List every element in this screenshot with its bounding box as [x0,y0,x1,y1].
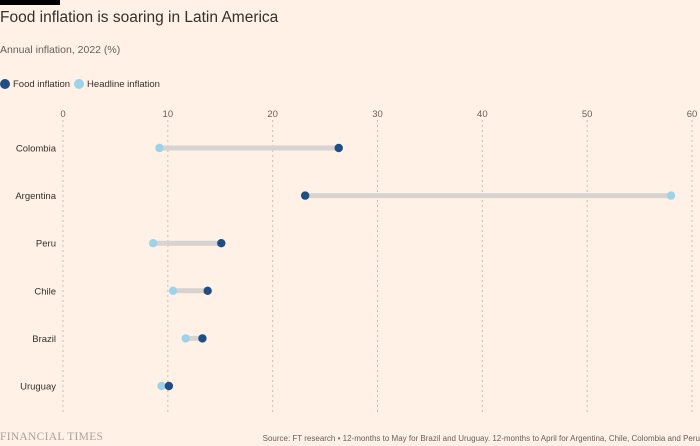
legend-item-food: Food inflation [0,79,70,90]
food-dot-argentina [300,191,310,200]
headline-dot-brazil [181,334,190,343]
food-dot-brazil [198,334,207,343]
legend-swatch-food [0,79,10,89]
x-tick-label-20: 20 [267,109,278,120]
category-label-chile: Chile [34,286,56,297]
legend-item-headline: Headline inflation [74,79,160,90]
legend: Food inflation Headline inflation [0,77,164,91]
food-dot-uruguay [164,381,174,391]
headline-dot-colombia [155,143,164,153]
top-accent-bar [0,0,60,5]
x-tick-label-30: 30 [372,109,383,120]
headline-dot-uruguay [157,381,166,391]
source-note: Source: FT research • 12-months to May f… [262,434,700,443]
chart-subtitle: Annual inflation, 2022 (%) [0,44,121,56]
x-tick-label-50: 50 [582,109,593,120]
chart-title: Food inflation is soaring in Latin Ameri… [0,9,279,26]
x-tick-label-40: 40 [477,109,488,120]
category-label-uruguay: Uruguay [20,382,56,393]
brand-logo: FINANCIAL TIMES [0,431,104,443]
headline-dot-chile [168,286,178,295]
chart-plot: 0 10 20 30 40 50 60 Colombia Argentina Peru Chile B… [15,109,698,412]
category-label-argentina: Argentina [15,191,56,202]
x-tick-label-0: 0 [60,109,65,120]
category-label-colombia: Colombia [16,144,57,155]
legend-swatch-headline [74,79,85,89]
food-dot-chile [203,286,212,295]
food-dot-colombia [334,143,343,153]
category-label-brazil: Brazil [32,334,56,345]
legend-label-food: Food inflation [13,78,71,90]
category-label-peru: Peru [36,239,56,250]
x-tick-label-60: 60 [687,109,698,120]
headline-dot-argentina [666,191,676,200]
food-dot-peru [217,239,226,248]
legend-label-headline: Headline inflation [87,78,160,90]
x-tick-label-10: 10 [163,109,174,120]
headline-dot-peru [148,239,158,248]
